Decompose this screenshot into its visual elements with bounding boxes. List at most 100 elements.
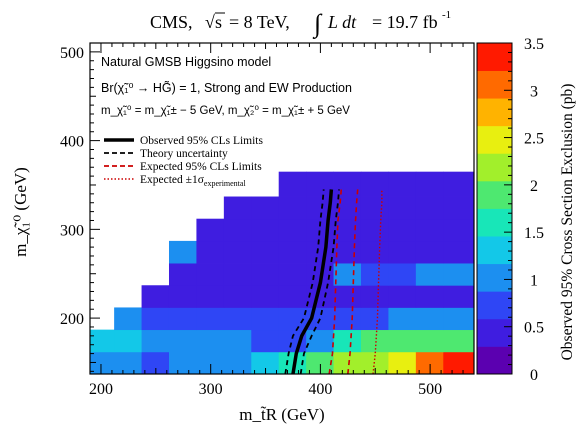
heatmap-cell [443, 196, 475, 220]
heatmap-cell [168, 263, 197, 286]
model-line-3: m_χ̃₁⁰ = m_χ̃₁± − 5 GeV, m_χ̃₂⁰ = m_χ̃₁±… [101, 105, 350, 117]
heatmap-cell [443, 285, 475, 308]
heatmap-cell [251, 240, 280, 264]
x-axis-title: m_t̃R (GeV) [239, 405, 324, 424]
heatmap-cell [141, 329, 170, 353]
heatmap-cell [360, 285, 389, 308]
heatmap-cell [196, 218, 225, 242]
heatmap-cell [168, 285, 197, 308]
limit-curves [284, 189, 383, 375]
heatmap-cell [196, 263, 225, 286]
limit-curve [291, 189, 334, 375]
heatmap-cell [251, 351, 280, 375]
heatmap-cell [388, 263, 417, 286]
heatmap-cell [278, 263, 307, 286]
color-scale: 0 0.5 1 1.5 2 2.5 3 3.5 [476, 36, 544, 384]
integral-symbol: ∫ [312, 9, 323, 39]
heatmap-cell [223, 307, 252, 331]
heatmap-cell [333, 329, 362, 353]
heatmap-cell [360, 171, 389, 197]
heatmap-cell [388, 285, 417, 308]
heatmap-cell [388, 196, 417, 220]
heatmap-cell [223, 329, 252, 353]
title-experiment: CMS, [150, 12, 193, 32]
heatmap-cell [443, 218, 475, 242]
heatmap-cell [251, 263, 280, 286]
heatmap-cell [251, 307, 280, 331]
heatmap-cell [90, 329, 115, 353]
color-scale-band [477, 153, 512, 182]
heatmap-cell [360, 218, 389, 242]
title-lumi-value: = 19.7 fb [372, 12, 438, 32]
heatmap-cell [114, 329, 142, 353]
heatmap-cell [388, 240, 417, 264]
legend-label: Observed 95% CLs Limits [140, 135, 263, 147]
color-scale-band [477, 346, 512, 375]
z-tick-label: 0.5 [524, 320, 544, 337]
heatmap-cell [278, 171, 307, 197]
heatmap-cell [114, 351, 142, 375]
heatmap-cell [306, 196, 334, 220]
heatmap-cell [415, 307, 444, 331]
color-scale-band [477, 318, 512, 347]
plot-title: CMS, √ s = 8 TeV, ∫ L dt = 19.7 fb -1 [150, 9, 451, 39]
heatmap-cell [360, 329, 389, 353]
z-tick-label: 3 [530, 83, 538, 100]
heatmap-cell [443, 329, 475, 353]
heatmap-cell [223, 351, 252, 375]
z-tick-label: 2.5 [524, 131, 544, 148]
heatmap-cell [443, 240, 475, 264]
color-scale-band [477, 180, 512, 209]
heatmap-cell [223, 263, 252, 286]
color-scale-band [477, 125, 512, 154]
title-sqrt-symbol: √ [205, 12, 215, 32]
heatmap-cell [168, 329, 197, 353]
heatmap-cell [223, 196, 252, 220]
heatmap-cell [251, 329, 280, 353]
heatmap-cell [360, 240, 389, 264]
color-scale-band [477, 236, 512, 265]
heatmap-cell [388, 218, 417, 242]
z-axis-title: Observed 95% Cross Section Exclusion (pb… [559, 84, 576, 361]
x-tick-label: 500 [418, 381, 442, 398]
heatmap-cell [306, 351, 334, 375]
z-tick-label: 3.5 [524, 36, 544, 53]
heatmap-cell [415, 351, 444, 375]
heatmap-cell [168, 307, 197, 331]
heatmap-cell [278, 351, 307, 375]
title-lumi-label: L dt [327, 12, 357, 32]
heatmap-cell [278, 196, 307, 220]
heatmap-cell [415, 196, 444, 220]
heatmap-cell [278, 218, 307, 242]
heatmap-cell [196, 329, 225, 353]
color-scale-band [477, 70, 512, 99]
heatmap-cell [388, 329, 417, 353]
z-tick-label: 1.5 [524, 225, 544, 242]
heatmap-cell [306, 240, 334, 264]
y-tick-label: 500 [60, 45, 84, 62]
heatmap-cell [196, 351, 225, 375]
heatmap-cell [223, 285, 252, 308]
legend-label-subscript: experimental [204, 179, 247, 188]
heatmap-cell [443, 263, 475, 286]
heatmap-cell [306, 285, 334, 308]
color-scale-band [477, 43, 512, 71]
heatmap-cell [141, 285, 170, 308]
heatmap-cell [223, 240, 252, 264]
heatmap-cell [333, 351, 362, 375]
limit-curve [328, 189, 343, 375]
legend-label: Expected 95% CLs Limits [140, 161, 262, 173]
heatmap-cell [278, 307, 307, 331]
heatmap-cell [141, 307, 170, 331]
heatmap-cell [415, 171, 444, 197]
heatmap-cell [278, 240, 307, 264]
heatmap-cell [90, 351, 115, 375]
limit-curve [372, 189, 383, 375]
heatmap-cell [443, 171, 475, 197]
heatmap-cell [388, 307, 417, 331]
color-scale-frame [476, 42, 513, 375]
heatmap-cell [360, 196, 389, 220]
color-scale-band [477, 98, 512, 127]
heatmap-cell [360, 307, 389, 331]
